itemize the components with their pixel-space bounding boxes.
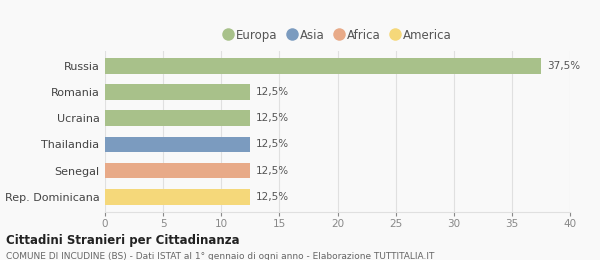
Text: 12,5%: 12,5%	[256, 139, 289, 150]
Text: 12,5%: 12,5%	[256, 192, 289, 202]
Text: 12,5%: 12,5%	[256, 166, 289, 176]
Bar	[105, 58, 541, 74]
Bar	[105, 163, 250, 178]
Legend: Europa, Asia, Africa, America: Europa, Asia, Africa, America	[223, 29, 452, 42]
Text: COMUNE DI INCUDINE (BS) - Dati ISTAT al 1° gennaio di ogni anno - Elaborazione T: COMUNE DI INCUDINE (BS) - Dati ISTAT al …	[6, 252, 434, 260]
Bar	[105, 136, 250, 152]
Text: 12,5%: 12,5%	[256, 113, 289, 123]
Text: Cittadini Stranieri per Cittadinanza: Cittadini Stranieri per Cittadinanza	[6, 234, 239, 247]
Bar	[105, 110, 250, 126]
Bar	[105, 84, 250, 100]
Text: 37,5%: 37,5%	[547, 61, 580, 71]
Text: 12,5%: 12,5%	[256, 87, 289, 97]
Bar	[105, 189, 250, 205]
